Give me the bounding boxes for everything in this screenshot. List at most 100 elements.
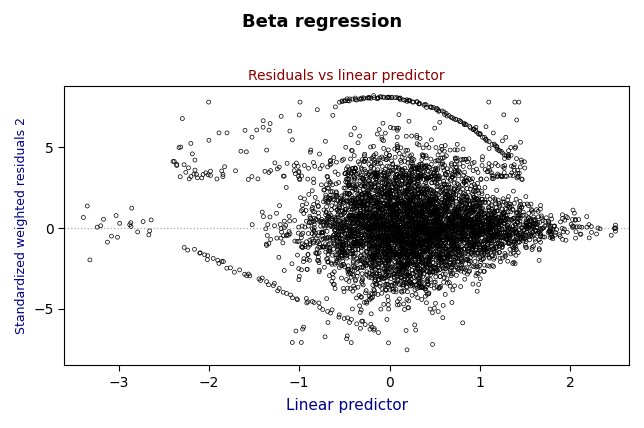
Point (457, 250, 467, 257)
Point (457, 175, 467, 182)
Point (406, 240, 417, 247)
Point (483, 218, 493, 225)
Point (425, 199, 435, 206)
Point (513, 170, 523, 177)
Point (392, 206, 402, 213)
Point (413, 186, 423, 193)
Point (445, 203, 455, 210)
Point (314, 213, 324, 220)
Point (357, 228, 368, 235)
Point (440, 208, 450, 215)
Point (450, 169, 460, 175)
Point (200, 251, 210, 258)
Point (354, 230, 364, 237)
Point (383, 204, 393, 211)
Point (379, 210, 390, 217)
Point (414, 101, 424, 107)
Point (337, 157, 347, 164)
Point (368, 230, 379, 237)
Point (356, 257, 366, 264)
Point (370, 229, 380, 235)
Point (379, 199, 389, 206)
Point (338, 200, 348, 207)
Point (338, 198, 348, 205)
Point (505, 226, 515, 232)
Point (412, 211, 422, 218)
Point (439, 207, 449, 214)
Point (410, 220, 420, 227)
Point (570, 217, 580, 224)
Point (371, 209, 381, 216)
Point (428, 201, 438, 208)
Point (396, 159, 406, 166)
Point (393, 259, 403, 265)
Point (549, 223, 560, 230)
Point (398, 238, 408, 244)
Point (439, 226, 449, 232)
Point (469, 243, 479, 250)
Point (419, 226, 429, 233)
Point (363, 208, 373, 215)
Point (392, 147, 402, 154)
Point (422, 211, 432, 217)
Point (488, 213, 498, 220)
Point (395, 182, 406, 189)
Point (379, 200, 389, 207)
Point (415, 279, 425, 286)
Point (500, 217, 510, 224)
Point (355, 325, 366, 332)
Point (466, 249, 477, 256)
Point (398, 262, 408, 268)
Point (491, 223, 502, 230)
Point (480, 196, 490, 203)
Point (346, 228, 356, 235)
Point (193, 174, 203, 181)
Point (361, 206, 372, 213)
Point (352, 294, 362, 301)
Point (332, 229, 343, 236)
Point (402, 255, 413, 262)
Point (439, 148, 450, 155)
Point (314, 151, 325, 158)
Point (379, 232, 389, 238)
Point (381, 214, 392, 220)
Point (392, 212, 402, 219)
Point (355, 177, 365, 184)
Point (404, 272, 415, 279)
Point (413, 253, 424, 260)
Point (384, 233, 394, 240)
Point (419, 260, 430, 267)
Point (377, 219, 388, 226)
Point (356, 244, 366, 251)
Point (474, 229, 484, 236)
Point (402, 198, 412, 205)
Point (276, 225, 286, 232)
Point (356, 248, 366, 255)
Point (393, 214, 404, 220)
Point (384, 229, 395, 236)
Point (471, 264, 481, 270)
Point (365, 230, 375, 237)
Point (457, 262, 467, 269)
Point (437, 256, 448, 263)
Point (370, 250, 380, 256)
Point (368, 222, 379, 229)
Point (414, 223, 424, 230)
Point (397, 240, 408, 247)
Point (431, 106, 442, 113)
Point (372, 179, 382, 186)
Point (236, 148, 246, 155)
Point (390, 236, 401, 243)
Point (348, 165, 358, 172)
Point (343, 219, 354, 226)
Point (365, 217, 375, 224)
Point (475, 262, 485, 269)
Point (195, 250, 205, 256)
Point (482, 246, 492, 253)
Point (358, 263, 368, 270)
Point (452, 168, 462, 175)
Point (453, 212, 464, 219)
Point (362, 201, 372, 208)
Point (473, 202, 483, 208)
Point (397, 203, 408, 210)
